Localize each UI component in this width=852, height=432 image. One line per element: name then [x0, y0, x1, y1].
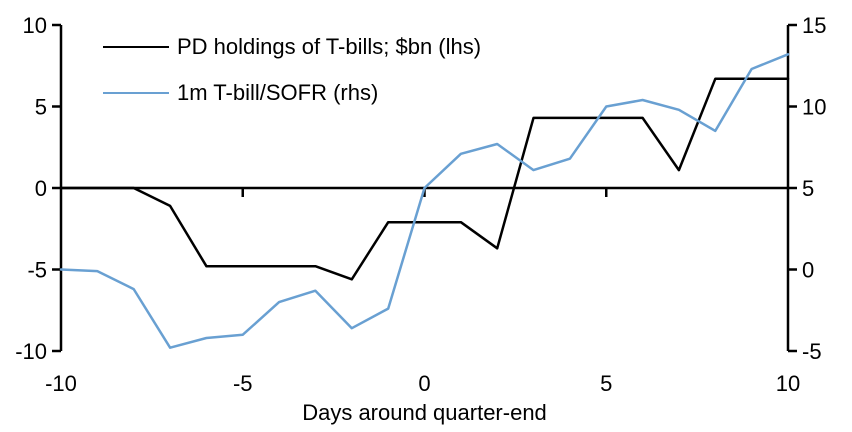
legend-item-pd-holdings: PD holdings of T-bills; $bn (lhs) — [103, 35, 481, 59]
x-axis-tick-label: -5 — [233, 371, 253, 396]
x-axis-title: Days around quarter-end — [302, 400, 547, 425]
left-y-axis-tick-label: 0 — [35, 176, 47, 201]
right-y-axis-tick-label: 0 — [802, 258, 814, 283]
left-y-axis-tick-label: 10 — [23, 13, 47, 38]
x-axis-tick-label: -10 — [45, 371, 77, 396]
axis-ticks — [52, 23, 797, 353]
right-y-axis-tick-label: 5 — [802, 176, 814, 201]
data-series — [59, 53, 790, 349]
axis-tick-labels: 10 5 0 -5 -10 15 10 5 0 -5 -10 -5 0 5 10 — [15, 13, 826, 396]
x-axis-tick-label: 10 — [776, 371, 800, 396]
right-y-axis-tick-label: 15 — [802, 13, 826, 38]
right-y-axis-tick-label: 10 — [802, 95, 826, 120]
legend-label-pd-holdings: PD holdings of T-bills; $bn (lhs) — [177, 34, 482, 59]
x-axis-tick-label: 0 — [418, 371, 430, 396]
legend-label-tbill-sofr: 1m T-bill/SOFR (rhs) — [177, 80, 379, 105]
series-line-pd-holdings — [59, 77, 790, 281]
legend-item-tbill-sofr: 1m T-bill/SOFR (rhs) — [103, 81, 378, 105]
right-y-axis-tick-label: -5 — [802, 339, 822, 364]
x-axis-tick-label: 5 — [600, 371, 612, 396]
left-y-axis-tick-label: 5 — [35, 95, 47, 120]
legend-line-swatch-blue — [103, 92, 169, 94]
series-line-tbill-sofr — [59, 53, 790, 349]
left-y-axis-tick-label: -10 — [15, 339, 47, 364]
left-y-axis-tick-label: -5 — [27, 258, 47, 283]
legend-line-swatch-black — [103, 46, 169, 48]
